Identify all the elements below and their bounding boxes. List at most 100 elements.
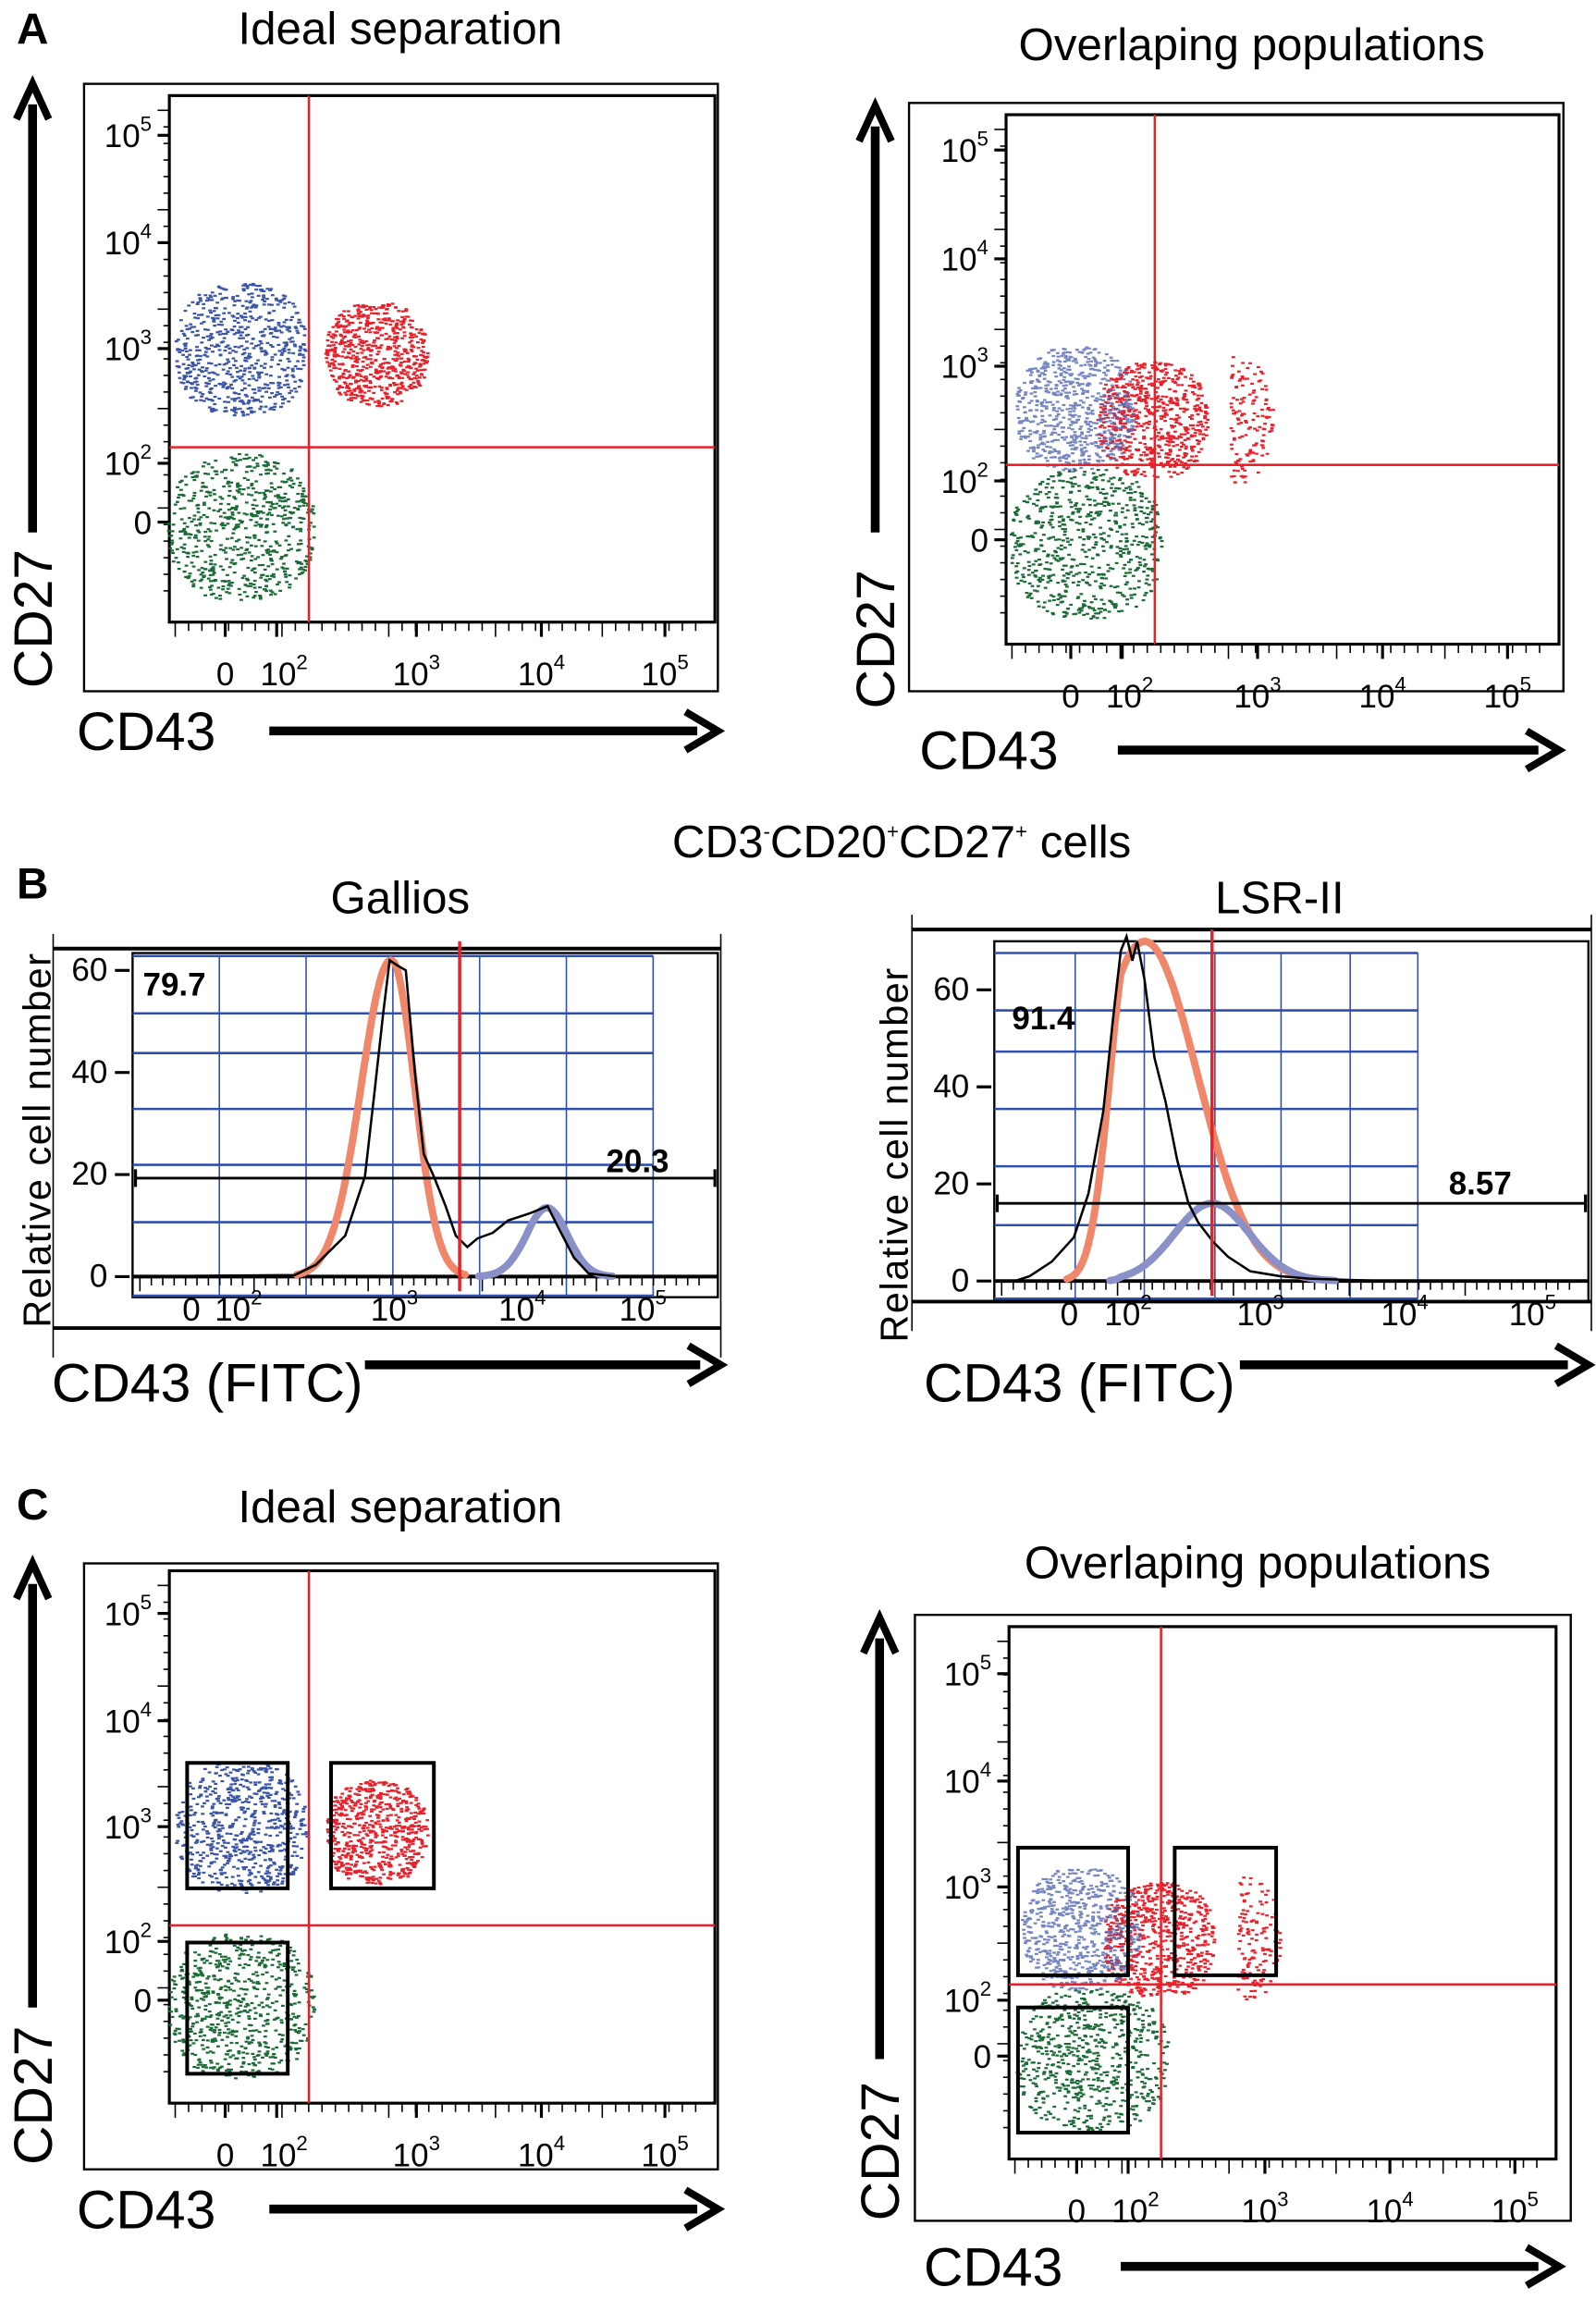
scatter-point	[258, 586, 263, 589]
scatter-point	[1109, 486, 1113, 489]
scatter-point	[1143, 394, 1148, 398]
scatter-point	[182, 507, 187, 510]
scatter-point	[1081, 579, 1086, 582]
scatter-point	[289, 389, 294, 392]
scatter-point	[219, 1997, 224, 1999]
scatter-point	[1145, 426, 1149, 429]
scatter-point	[1103, 439, 1108, 442]
scatter-point	[252, 391, 257, 395]
scatter-point	[1121, 444, 1125, 447]
scatter-point	[261, 387, 265, 389]
scatter-point	[187, 574, 191, 578]
scatter-point	[1133, 437, 1137, 440]
scatter-point	[1119, 410, 1123, 413]
scatter-point	[1111, 386, 1115, 389]
scatter-point	[1029, 381, 1033, 384]
scatter-point	[176, 338, 180, 341]
scatter-point	[1087, 606, 1091, 609]
scatter-point	[1113, 607, 1117, 609]
scatter-point	[262, 2024, 265, 2027]
scatter-point	[1112, 489, 1117, 493]
scatter-point	[1085, 346, 1089, 349]
scatter-point	[1069, 382, 1074, 385]
scatter-point	[224, 2014, 228, 2017]
scatter-point	[1119, 422, 1123, 424]
tick-exponent: 5	[977, 127, 988, 150]
scatter-point	[1031, 457, 1036, 460]
scatter-point	[1040, 441, 1045, 444]
scatter-point	[266, 548, 271, 551]
scatter-point	[239, 547, 243, 549]
scatter-point	[1052, 456, 1056, 459]
scatter-point	[1092, 477, 1096, 480]
scatter-point	[288, 330, 292, 333]
scatter-point	[419, 338, 424, 341]
scatter-point	[368, 365, 373, 368]
scatter-point	[217, 1962, 222, 1965]
scatter-point	[1132, 410, 1136, 412]
scatter-point	[1100, 460, 1105, 462]
scatter-point	[361, 342, 365, 345]
scatter-point	[264, 318, 268, 321]
scatter-point	[341, 337, 346, 339]
scatter-point	[1233, 412, 1236, 415]
scatter-point	[1135, 413, 1139, 417]
scatter-point	[275, 467, 279, 470]
scatter-point	[1122, 405, 1126, 408]
scatter-point	[301, 356, 306, 359]
scatter-point	[1071, 512, 1074, 515]
scatter-point	[1035, 590, 1039, 593]
scatter-point	[344, 387, 349, 389]
scatter-point	[220, 498, 225, 500]
scatter-point	[282, 496, 287, 499]
scatter-point	[227, 494, 231, 498]
scatter-point	[380, 397, 385, 400]
scatter-point	[1125, 547, 1129, 550]
scatter-point	[1150, 518, 1155, 521]
scatter-point	[282, 321, 287, 324]
scatter-point	[1206, 418, 1210, 421]
scatter-point	[1191, 380, 1196, 383]
scatter-point	[384, 393, 388, 396]
scatter-point	[190, 396, 195, 399]
scatter-point	[252, 2017, 257, 2021]
scatter-point	[422, 339, 426, 343]
scatter-point	[1183, 395, 1187, 398]
scatter-point	[1121, 385, 1125, 387]
scatter-point	[1179, 424, 1183, 426]
scatter-point	[201, 1974, 205, 1977]
scatter-point	[1130, 415, 1134, 418]
scatter-point	[202, 302, 206, 305]
scatter-point	[252, 1987, 257, 1990]
scatter-point	[387, 366, 391, 369]
scatter-point	[1111, 416, 1115, 420]
scatter-point	[1066, 441, 1070, 445]
scatter-point	[1016, 544, 1021, 547]
scatter-point	[278, 1963, 282, 1966]
y-tick-label: 20	[71, 1156, 107, 1192]
scatter-point	[1151, 412, 1155, 414]
scatter-point	[196, 334, 201, 337]
scatter-point	[1116, 502, 1121, 505]
scatter-point	[1071, 581, 1075, 584]
scatter-point	[242, 373, 246, 375]
scatter-point	[1125, 603, 1129, 606]
scatter-point	[1050, 450, 1054, 453]
scatter-point	[1166, 431, 1171, 434]
scatter-point	[1085, 375, 1088, 377]
scatter-point	[412, 333, 416, 336]
scatter-point	[392, 345, 397, 348]
tick-exponent: 5	[655, 1286, 666, 1310]
scatter-point	[1180, 446, 1184, 449]
scatter-point	[1102, 430, 1107, 433]
scatter-point	[294, 390, 299, 393]
scatter-point	[272, 465, 276, 468]
scatter-point	[1141, 598, 1146, 602]
scatter-point	[353, 314, 358, 317]
scatter-point	[1055, 502, 1059, 505]
scatter-point	[1062, 351, 1066, 354]
scatter-point	[264, 1971, 269, 1974]
scatter-point	[351, 354, 355, 357]
scatter-point	[396, 319, 400, 322]
scatter-point	[228, 547, 233, 549]
